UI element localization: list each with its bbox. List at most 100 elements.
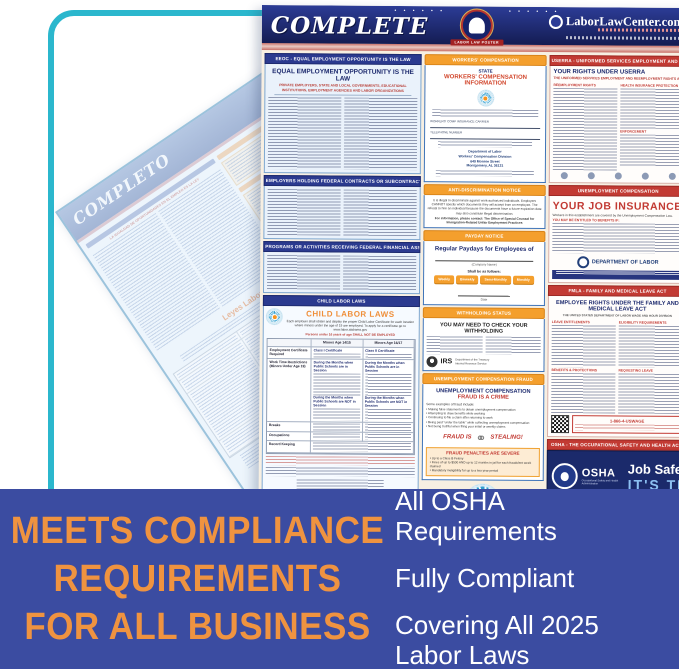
dense-text: REEMPLOYMENT RIGHTS HEALTH INSURANCE PRO… — [552, 82, 679, 171]
payday-option: Biweekly — [455, 275, 479, 284]
workers-comp-title: WORKERS' COMPENSATION INFORMATION — [443, 74, 528, 87]
eeoc-title: EQUAL EMPLOYMENT OPPORTUNITY IS THE LAW — [272, 68, 414, 83]
dense-text — [265, 467, 415, 478]
table-cell: During the Months when Public Schools ar… — [311, 359, 364, 423]
bottom-banner: MEETS COMPLIANCE REQUIREMENTS FOR ALL BU… — [0, 486, 679, 669]
table-cell — [362, 422, 415, 434]
payday-option: Weekly — [434, 275, 455, 284]
fmla-subhead: ELIGIBILITY REQUIREMENTS — [618, 320, 667, 325]
federal-assistance-section: PROGRAMS OR ACTIVITIES RECEIVING FEDERAL… — [262, 241, 421, 295]
unemployment-section: UNEMPLOYMENT COMPENSATION YOUR JOB INSUR… — [548, 185, 679, 285]
dense-text — [438, 141, 533, 148]
table-cell — [311, 432, 363, 442]
userra-subhead: ENFORCEMENT — [620, 129, 647, 134]
headline-line: FOR ALL BUSINESS — [24, 605, 371, 648]
handcuffs-icon: ⚭ — [475, 430, 487, 446]
row-label: Work Time Restrictions (Minors Under Age… — [267, 359, 312, 423]
fraud-stamp: FRAUD IS ⚭ STEALING! — [426, 430, 540, 446]
blank-line — [435, 252, 534, 262]
company-name-label: (Company Name) — [471, 262, 497, 267]
fmla-title: EMPLOYEE RIGHTS UNDER THE FAMILY AND MED… — [555, 300, 679, 313]
dept-line: Montgomery, AL 36131 — [466, 163, 504, 168]
cert-class-1: Class I Certificate — [313, 348, 343, 353]
table-cell: Class II Certificate — [363, 347, 415, 361]
poster-body: EEOC - EQUAL EMPLOYMENT OPPORTUNITY IS T… — [259, 50, 679, 498]
agency-seal-icon — [614, 172, 622, 180]
irs-wordmark: IRS — [440, 358, 453, 366]
left-column: EEOC - EQUAL EMPLOYMENT OPPORTUNITY IS T… — [261, 53, 422, 498]
anti-discrimination-contact: For information, please contact: The Off… — [434, 215, 535, 225]
globe-icon — [548, 14, 564, 29]
agency-logos-row — [553, 172, 679, 180]
dol-name: DEPARTMENT OF LABOR — [591, 259, 659, 266]
dept-address: Department of Labor Workers' Compensatio… — [428, 149, 542, 169]
osha-logo-subtext: Occupational Safety and Health Administr… — [581, 479, 619, 486]
headline-line: MEETS COMPLIANCE — [10, 509, 385, 552]
dol-row: DEPARTMENT OF LABOR — [552, 256, 679, 269]
agency-seal-icon — [641, 172, 649, 180]
divider — [274, 94, 412, 97]
date-label: Date — [480, 297, 488, 302]
dense-text — [267, 189, 417, 237]
session-head: During the Months when Public Schools ar… — [364, 360, 405, 373]
federal-contracts-section: EMPLOYERS HOLDING FEDERAL CONTRACTS OR S… — [263, 175, 421, 241]
poster-title: COMPLETE — [270, 12, 429, 41]
poster-header: • • • • • • • • • • • • COMPLETE LABOR L… — [261, 5, 679, 47]
irs-logo: IRS Department of the Treasury Internal … — [426, 356, 540, 368]
seal-caption: LABOR LAW POSTER — [450, 39, 504, 46]
row-label: Occupations — [266, 432, 312, 442]
fmla-subhead: REQUESTING LEAVE — [618, 368, 653, 373]
session-not-head: During the Months when Public Schools ar… — [313, 395, 356, 408]
dense-text — [435, 170, 534, 177]
agency-seal-icon — [587, 172, 595, 180]
payday-notice-section: PAYDAY NOTICE Regular Paydays for Employ… — [422, 230, 546, 306]
fmla-subhead: BENEFITS & PROTECTIONS — [551, 368, 598, 373]
dol-footer-bar — [552, 270, 679, 281]
irs-service-line: Internal Revenue Service — [455, 360, 487, 366]
dense-text: LEAVE ENTITLEMENTS BENEFITS & PROTECTION… — [551, 319, 679, 415]
payday-bar: PAYDAY NOTICE — [423, 230, 546, 242]
telephone-line: TELEPHONE NUMBER — [430, 130, 541, 140]
fmla-subtitle: THE UNITED STATES DEPARTMENT OF LABOR WA… — [562, 313, 672, 319]
english-poster: • • • • • • • • • • • • COMPLETE LABOR L… — [258, 5, 679, 498]
fmla-section: FMLA - FAMILY AND MEDICAL LEAVE ACT EMPL… — [546, 285, 679, 439]
payday-options: Weekly Biweekly Semi-Monthly Monthly — [427, 275, 541, 284]
qr-code — [551, 415, 570, 434]
dense-text — [267, 255, 417, 291]
brand-tagline — [597, 28, 679, 32]
dol-seal-icon — [551, 463, 578, 490]
table-cell — [310, 441, 414, 455]
payday-title: Regular Paydays for Employees of — [434, 246, 534, 253]
userra-subtitle: THE UNIFORMED SERVICES EMPLOYMENT AND RE… — [553, 76, 679, 81]
dense-text — [432, 109, 539, 118]
agency-seal-icon — [668, 172, 676, 180]
banner-bullet: Covering All 2025 Labor Laws — [395, 609, 599, 669]
penalty-bullet: Mandatory ineligibility for up to a two … — [430, 469, 536, 474]
workers-comp-section: WORKERS' COMPENSATION STATE WORKERS' COM… — [423, 54, 547, 184]
child-labor-warning: Persons under 16 years of age SHALL NOT … — [305, 332, 395, 338]
child-labor-intro: Each employer shall obtain and display t… — [286, 319, 415, 332]
irs-eagle-icon — [426, 356, 438, 368]
agency-seal-icon — [560, 172, 568, 180]
session-not-head: During the Months when Public Schools ar… — [364, 395, 408, 408]
table-cell — [311, 422, 363, 433]
dense-text — [426, 336, 541, 355]
payday-follows: Shall be as follows: — [467, 269, 501, 274]
osha-wordmark: OSHA — [581, 467, 616, 480]
eagle-icon — [468, 17, 486, 34]
child-labor-table: Minors Age 14/15 Minors Age 16/17 Employ… — [265, 338, 416, 456]
child-labor-section: CHILD LABOR LAWS CHILD LABOR LAWS Each e… — [261, 295, 420, 497]
fraud-stamp-left: FRAUD IS — [443, 434, 472, 441]
blank-line — [458, 287, 510, 297]
fraud-title-2: FRAUD IS A CRIME — [457, 394, 509, 401]
table-cell: During the Months when Public Schools ar… — [362, 359, 415, 424]
eeoc-section: EEOC - EQUAL EMPLOYMENT OPPORTUNITY IS T… — [263, 53, 422, 175]
row-label: Record Keeping — [266, 441, 312, 454]
banner-bullet: Fully Compliant — [395, 563, 575, 594]
right-column: USERRA - UNIFORMED SERVICES EMPLOYMENT A… — [546, 55, 679, 498]
anti-discrimination-section: ANTI-DISCRIMINATION NOTICE It is illegal… — [423, 184, 546, 229]
insurance-carrier-line: WORKERS' COMP INSURANCE CARRIER — [430, 119, 541, 129]
brand-compliance-line — [565, 36, 679, 40]
anti-discrimination-bar: ANTI-DISCRIMINATION NOTICE — [423, 184, 546, 197]
